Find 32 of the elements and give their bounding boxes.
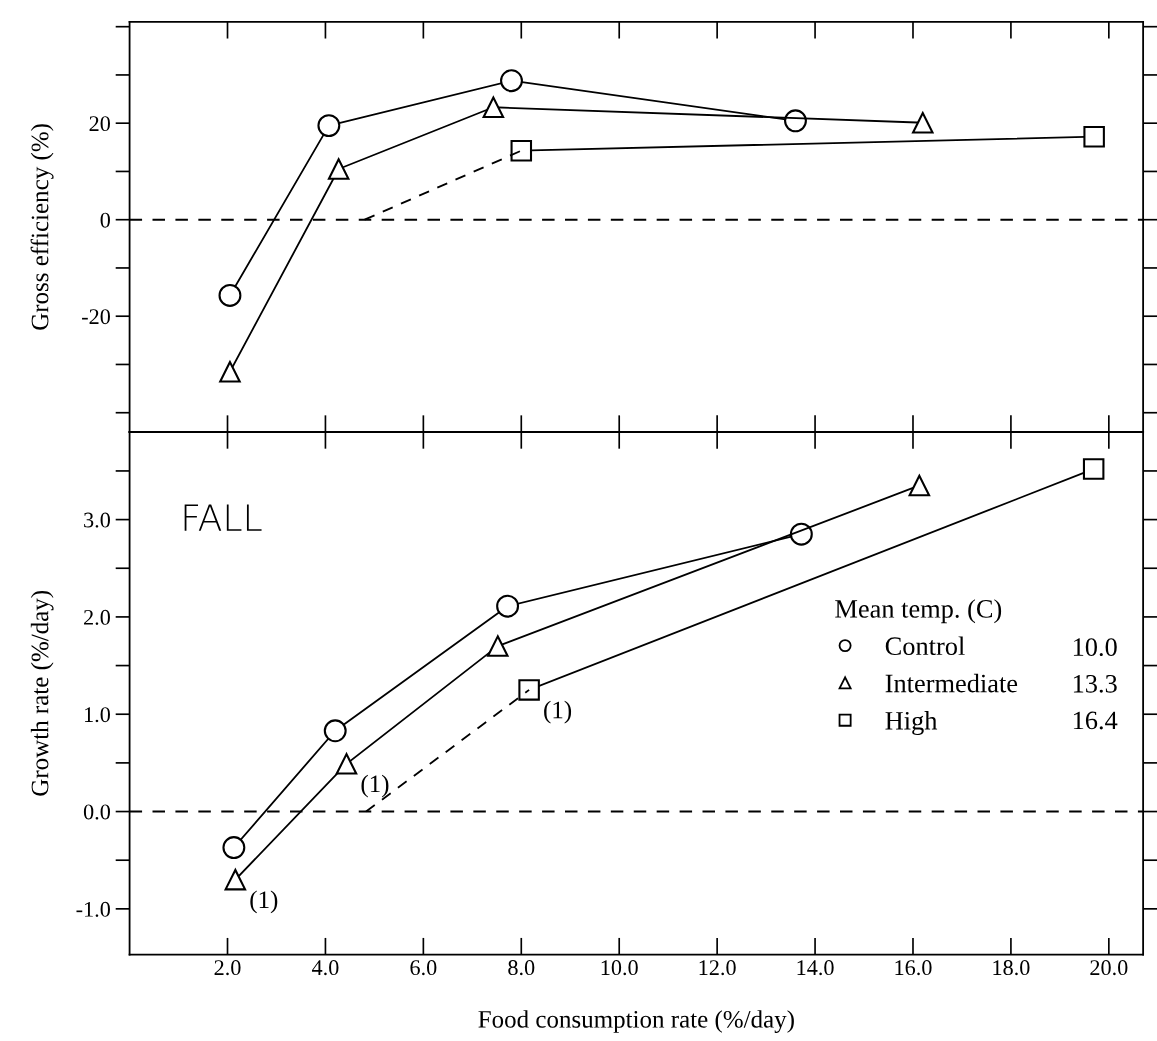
x-tick-label: 4.0: [311, 960, 339, 976]
x-tick-label: 12.0: [699, 960, 736, 976]
y-tick-label: 2.0: [84, 609, 110, 625]
annotation: FALL: [184, 504, 262, 531]
x-tick-label: 2.0: [214, 960, 241, 976]
legend-label: Control: [885, 636, 965, 656]
y-tick-label: 0.0: [83, 804, 110, 820]
x-tick-label: 20.0: [1090, 960, 1128, 976]
x-tick-label: 10.0: [601, 960, 638, 976]
x-tick-label: 14.0: [797, 960, 834, 976]
x-tick-label: 18.0: [993, 960, 1030, 976]
x-tick-label: 16.0: [895, 960, 932, 976]
y-tick-label: 1.0: [85, 707, 110, 723]
annotation: (1): [544, 700, 572, 724]
y-tick-label: -20: [82, 309, 110, 325]
x-axis-title: Food consumption rate (%/day): [478, 1010, 794, 1033]
legend-label: High: [885, 711, 938, 736]
x-tick-label: 8.0: [508, 960, 535, 976]
annotation: 10.0: [1073, 638, 1117, 657]
annotation: (1): [361, 774, 389, 798]
x-tick-label: 6.0: [410, 960, 437, 976]
annotation: 16.4: [1073, 711, 1118, 730]
y-axis-title: Gross efficiency (%): [30, 124, 54, 330]
y-tick-label: 20: [89, 116, 110, 132]
annotation: (1): [250, 890, 278, 914]
y-tick-label: -1.0: [76, 901, 110, 917]
annotation: 13.3: [1073, 674, 1117, 693]
y-tick-label: 3.0: [84, 512, 110, 528]
legend-title: Mean temp. (C): [835, 599, 1002, 624]
y-tick-label: 0: [100, 212, 110, 228]
y-axis-title: Growth rate (%/day): [30, 590, 54, 796]
legend-label: Intermediate: [885, 673, 1018, 693]
